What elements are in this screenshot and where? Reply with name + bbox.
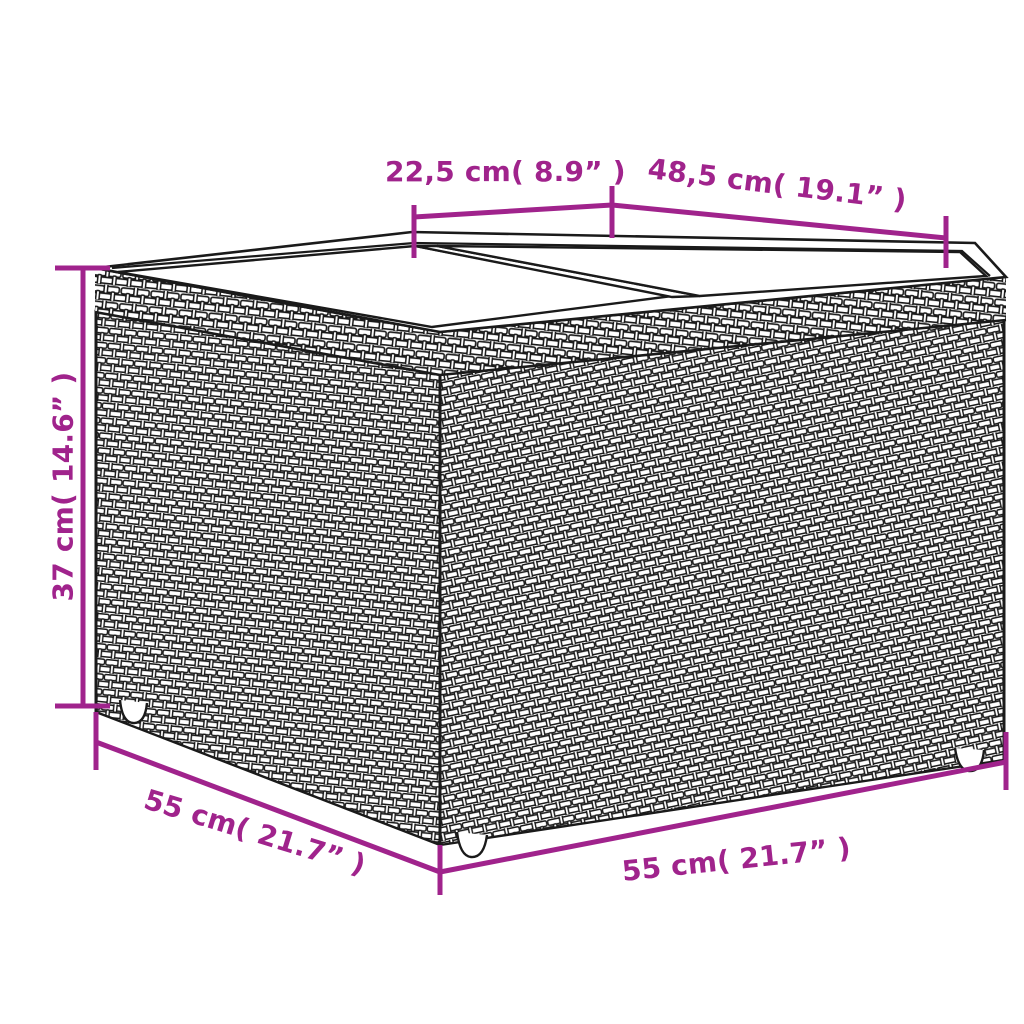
foot-left <box>118 699 149 725</box>
dimline-height-left <box>55 265 110 709</box>
foot-front-left <box>455 831 489 859</box>
dimension-label-depth-top: 22,5 cm( 8.9” ) <box>385 155 626 188</box>
side-weave-face <box>438 316 1006 847</box>
glass-tabletop <box>94 230 1009 334</box>
table-body <box>94 230 1009 859</box>
measure-depth-bottom <box>95 739 441 875</box>
rim-outer-bottom-edge <box>94 310 1007 377</box>
dimline-width-top <box>611 202 949 268</box>
dimline-width-bottom <box>439 732 1009 875</box>
dimension-label-height-left: 37 cm( 14.6” ) <box>46 371 80 602</box>
measure-width-bottom <box>439 759 1007 875</box>
dimension-annotations <box>55 186 1009 895</box>
measure-width-top <box>611 202 947 241</box>
glass-panel-large <box>436 244 989 298</box>
tabletop-inner-rim <box>111 241 991 277</box>
table-feet <box>118 699 986 859</box>
dimline-depth-top <box>411 186 615 258</box>
front-weave-face <box>94 308 442 847</box>
measure-depth-top <box>413 202 613 220</box>
